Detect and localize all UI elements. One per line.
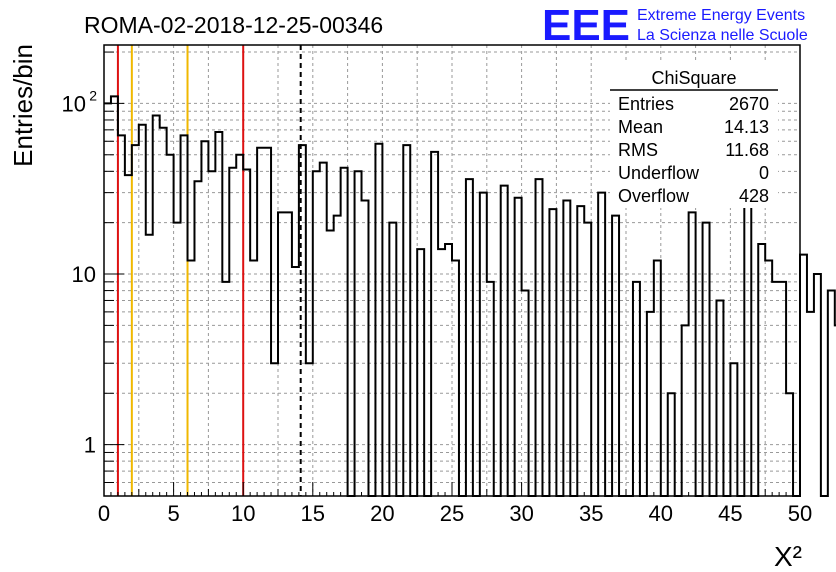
x-tick-label: 20 [370, 501, 394, 526]
x-tick-label: 45 [718, 501, 742, 526]
stats-value: 428 [739, 186, 769, 206]
x-tick-label: 15 [301, 501, 325, 526]
stats-value: 14.13 [724, 117, 769, 137]
stats-value: 2670 [729, 94, 769, 114]
x-tick-label: 30 [509, 501, 533, 526]
stats-name: ChiSquare [651, 68, 736, 88]
logo-line2: La Scienza nelle Scuole [637, 27, 808, 44]
x-axis-label: X² [774, 541, 802, 572]
eee-logo: EEE Extreme Energy Events La Scienza nel… [542, 1, 808, 50]
y-axis-label: Entries/bin [8, 44, 38, 167]
chart-title: ROMA-02-2018-12-25-00346 [84, 12, 383, 38]
x-tick-label: 50 [788, 501, 812, 526]
x-tick-label: 35 [579, 501, 603, 526]
stats-label: Underflow [618, 163, 700, 183]
logo-mark: EEE [542, 1, 630, 50]
y-tick-label-exponent: 2 [89, 87, 97, 103]
stats-box-background [610, 63, 778, 208]
y-tick-label: 1 [84, 433, 96, 458]
stats-box: ChiSquare Entries 2670 Mean 14.13 RMS 11.68 Un… [610, 63, 778, 208]
stats-label: RMS [618, 140, 658, 160]
x-tick-label: 25 [440, 501, 464, 526]
y-tick-label: 10 [62, 91, 86, 116]
reference-lines [116, 45, 302, 496]
x-tick-label: 0 [98, 501, 110, 526]
x-tick-label: 40 [649, 501, 673, 526]
stats-label: Mean [618, 117, 663, 137]
y-tick-label: 10 [72, 262, 96, 287]
logo-line1: Extreme Energy Events [637, 7, 805, 24]
stats-label: Overflow [618, 186, 690, 206]
stats-value: 11.68 [725, 140, 769, 160]
x-tick-label: 10 [231, 501, 255, 526]
stats-value: 0 [759, 163, 769, 183]
grid [104, 45, 800, 497]
stats-label: Entries [618, 94, 674, 114]
x-tick-label: 5 [167, 501, 179, 526]
